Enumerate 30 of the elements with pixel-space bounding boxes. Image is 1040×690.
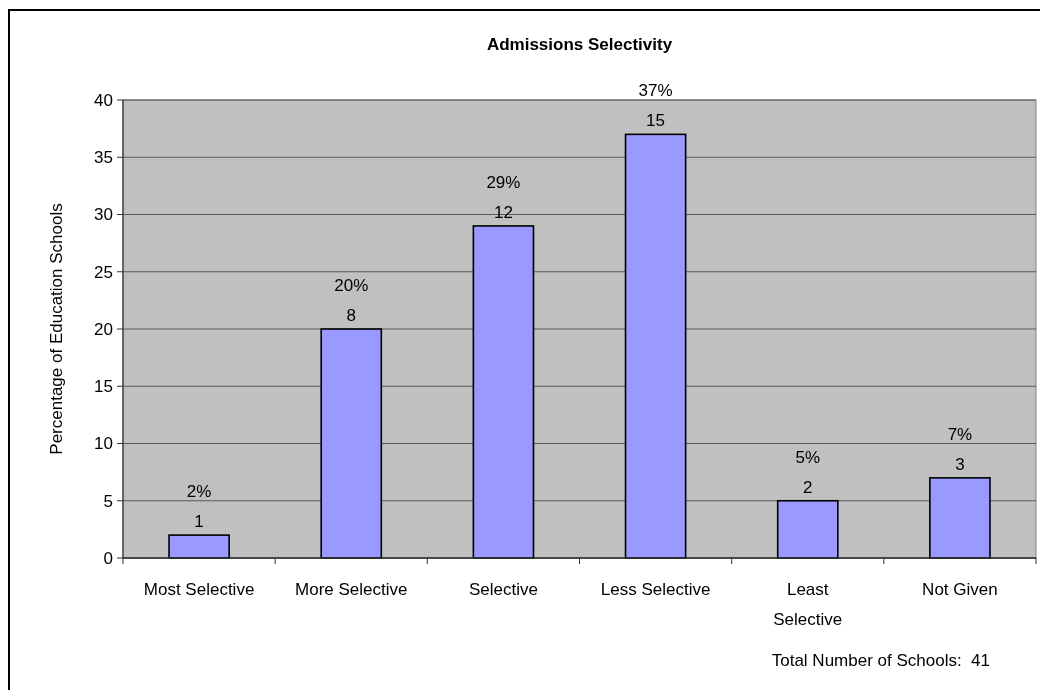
data-label: 20% 8 [334,276,369,325]
chart-title: Admissions Selectivity [486,35,673,54]
bar [320,328,383,559]
y-tick-label: 35 [94,148,113,168]
bar [776,499,839,559]
y-tick-label: 0 [103,548,113,568]
y-tick-label: 10 [94,434,113,454]
data-label: 7% 3 [947,424,973,474]
bar [624,133,687,559]
y-tick-label: 15 [94,377,113,397]
y-tick-label: 30 [94,205,113,225]
y-tick-label: 5 [103,491,113,511]
y-axis-title: Percentage of Education Schools [47,203,66,455]
bar [472,225,535,559]
y-tick-label: 25 [94,262,113,282]
x-tick-label: Not Given [922,580,998,599]
x-tick-label: Selective [468,580,538,599]
data-label: 37% 15 [638,81,673,131]
x-tick-label: Less Selective [600,580,711,599]
x-tick-label: Least Selective [773,580,843,629]
x-tick-label: More Selective [295,580,408,599]
text: Total Number of Schools: 41 [771,651,990,670]
bar [168,534,230,559]
data-label: 2% 1 [186,482,212,532]
y-tick-label: 20 [94,319,113,339]
data-label: 5% 2 [795,447,821,497]
y-tick-label: 40 [94,90,113,110]
x-tick-label: Most Selective [143,580,255,599]
data-label: 29% 12 [486,172,521,222]
bar [929,477,991,559]
